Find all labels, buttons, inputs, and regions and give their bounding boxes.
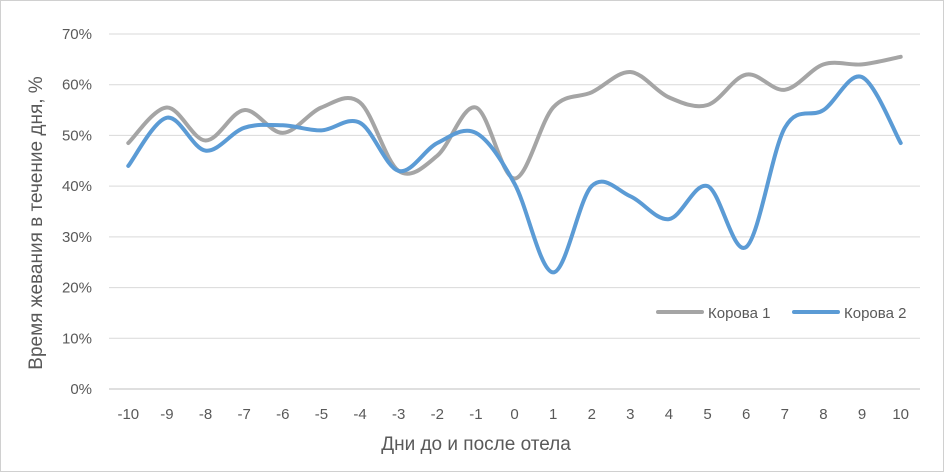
- x-axis-tick-labels: -10 -9 -8 -7 -6 -5 -4 -3 -2 -1 0 1 2 3 4 5 6 7 8 9 10: [117, 406, 909, 423]
- y-tick-label: 50%: [62, 127, 92, 144]
- x-tick-label: -10: [117, 406, 139, 423]
- y-tick-label: 40%: [62, 178, 92, 195]
- x-tick-label: 4: [665, 406, 673, 423]
- x-tick-label: -6: [276, 406, 289, 423]
- x-tick-label: 3: [626, 406, 634, 423]
- gridlines: [109, 33, 920, 390]
- y-tick-label: 60%: [62, 77, 92, 94]
- y-tick-label: 70%: [62, 26, 92, 43]
- x-tick-label: -5: [315, 406, 328, 423]
- series-line-2: [126, 74, 903, 275]
- y-tick-label: 30%: [62, 229, 92, 246]
- legend-label-1: Корова 1: [708, 305, 770, 322]
- x-tick-label: 6: [742, 406, 750, 423]
- x-tick-label: 0: [510, 406, 518, 423]
- x-tick-label: 7: [781, 406, 789, 423]
- x-tick-label: -8: [199, 406, 212, 423]
- series-lines: [126, 54, 903, 275]
- x-tick-label: 1: [549, 406, 557, 423]
- x-tick-label: -3: [392, 406, 405, 423]
- x-tick-label: -7: [237, 406, 250, 423]
- series-line-1: [126, 54, 903, 181]
- x-tick-label: -1: [469, 406, 482, 423]
- x-tick-label: -9: [160, 406, 173, 423]
- x-tick-label: 2: [588, 406, 596, 423]
- x-tick-label: -4: [353, 406, 366, 423]
- x-tick-label: 10: [892, 406, 909, 423]
- y-tick-label: 20%: [62, 280, 92, 297]
- y-axis-title: Время жевания в течение дня, %: [26, 76, 47, 369]
- legend-label-2: Корова 2: [844, 305, 906, 322]
- x-tick-label: 8: [819, 406, 827, 423]
- x-tick-label: 5: [703, 406, 711, 423]
- y-tick-label: 10%: [62, 330, 92, 347]
- legend: Корова 1 Корова 2: [656, 305, 906, 322]
- x-tick-label: -2: [431, 406, 444, 423]
- y-axis-tick-labels: 0% 10% 20% 30% 40% 50% 60% 70%: [62, 26, 92, 398]
- y-tick-label: 0%: [70, 381, 92, 398]
- x-axis-title: Дни до и после отела: [381, 434, 571, 455]
- x-tick-label: 9: [858, 406, 866, 423]
